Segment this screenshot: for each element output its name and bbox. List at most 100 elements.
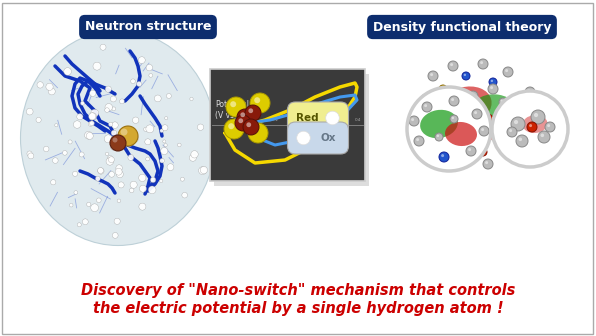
Circle shape bbox=[527, 89, 530, 92]
Circle shape bbox=[160, 129, 163, 133]
Ellipse shape bbox=[440, 86, 492, 126]
Circle shape bbox=[86, 202, 91, 207]
Circle shape bbox=[91, 109, 98, 117]
Circle shape bbox=[230, 101, 236, 107]
Circle shape bbox=[456, 130, 464, 138]
Circle shape bbox=[541, 133, 544, 137]
Circle shape bbox=[499, 98, 507, 106]
Circle shape bbox=[166, 93, 171, 98]
Circle shape bbox=[111, 130, 117, 136]
Circle shape bbox=[110, 135, 126, 151]
Circle shape bbox=[130, 181, 137, 188]
Circle shape bbox=[113, 137, 117, 142]
Circle shape bbox=[80, 101, 85, 105]
Circle shape bbox=[329, 114, 333, 118]
Circle shape bbox=[516, 135, 528, 147]
Circle shape bbox=[435, 133, 443, 141]
Circle shape bbox=[73, 121, 81, 128]
Circle shape bbox=[246, 122, 251, 127]
Circle shape bbox=[434, 115, 442, 123]
Circle shape bbox=[69, 203, 73, 207]
Circle shape bbox=[104, 135, 112, 143]
Circle shape bbox=[440, 87, 443, 89]
Circle shape bbox=[465, 121, 475, 131]
Circle shape bbox=[448, 61, 458, 71]
Circle shape bbox=[88, 121, 93, 126]
Circle shape bbox=[148, 186, 156, 194]
Circle shape bbox=[55, 124, 58, 127]
Circle shape bbox=[51, 180, 56, 185]
Circle shape bbox=[160, 158, 164, 163]
Circle shape bbox=[120, 99, 125, 104]
Circle shape bbox=[136, 81, 142, 86]
FancyBboxPatch shape bbox=[287, 122, 349, 154]
Circle shape bbox=[325, 111, 339, 125]
Circle shape bbox=[534, 113, 538, 117]
Circle shape bbox=[525, 133, 528, 136]
Circle shape bbox=[525, 87, 535, 97]
Circle shape bbox=[538, 131, 550, 143]
Text: Potential
(V vs SHE): Potential (V vs SHE) bbox=[215, 100, 254, 121]
Circle shape bbox=[224, 119, 244, 139]
Circle shape bbox=[77, 223, 81, 227]
Circle shape bbox=[250, 93, 270, 113]
Circle shape bbox=[93, 62, 101, 70]
Circle shape bbox=[491, 80, 493, 82]
Circle shape bbox=[474, 111, 477, 114]
Circle shape bbox=[511, 117, 525, 131]
Circle shape bbox=[190, 154, 196, 161]
Circle shape bbox=[458, 132, 460, 134]
Circle shape bbox=[483, 159, 493, 169]
Circle shape bbox=[118, 182, 124, 188]
Circle shape bbox=[108, 157, 114, 163]
Circle shape bbox=[530, 111, 533, 114]
Text: Density functional theory: Density functional theory bbox=[372, 20, 551, 34]
Circle shape bbox=[138, 57, 145, 64]
Circle shape bbox=[139, 185, 147, 192]
Circle shape bbox=[63, 151, 67, 155]
Circle shape bbox=[248, 123, 268, 143]
Circle shape bbox=[492, 91, 568, 167]
Circle shape bbox=[146, 125, 154, 133]
Circle shape bbox=[409, 116, 419, 126]
Text: -0.2: -0.2 bbox=[271, 118, 279, 122]
Circle shape bbox=[454, 140, 462, 148]
Circle shape bbox=[464, 74, 466, 76]
Circle shape bbox=[423, 96, 426, 99]
Circle shape bbox=[496, 138, 504, 146]
Circle shape bbox=[228, 123, 234, 129]
Circle shape bbox=[105, 108, 109, 113]
FancyBboxPatch shape bbox=[287, 102, 349, 134]
Circle shape bbox=[68, 140, 72, 144]
Circle shape bbox=[161, 148, 168, 155]
Ellipse shape bbox=[445, 122, 477, 146]
Circle shape bbox=[478, 59, 488, 69]
Circle shape bbox=[488, 84, 498, 94]
Circle shape bbox=[154, 95, 161, 102]
Circle shape bbox=[472, 109, 482, 119]
Circle shape bbox=[116, 171, 123, 178]
Circle shape bbox=[74, 191, 77, 195]
Ellipse shape bbox=[420, 110, 458, 138]
Circle shape bbox=[107, 156, 113, 161]
Circle shape bbox=[181, 177, 184, 181]
Circle shape bbox=[139, 174, 146, 181]
Circle shape bbox=[449, 96, 459, 106]
Circle shape bbox=[437, 135, 439, 137]
FancyBboxPatch shape bbox=[210, 69, 365, 181]
Circle shape bbox=[110, 145, 116, 150]
Circle shape bbox=[163, 140, 166, 143]
Circle shape bbox=[100, 44, 106, 50]
Circle shape bbox=[105, 103, 113, 111]
Circle shape bbox=[145, 139, 151, 145]
Circle shape bbox=[89, 90, 96, 96]
Circle shape bbox=[226, 97, 246, 117]
Circle shape bbox=[79, 152, 84, 157]
Circle shape bbox=[146, 65, 153, 71]
Circle shape bbox=[91, 204, 98, 212]
Circle shape bbox=[97, 198, 101, 203]
Text: Ox: Ox bbox=[321, 133, 336, 143]
Circle shape bbox=[547, 124, 550, 127]
Circle shape bbox=[545, 122, 555, 132]
Circle shape bbox=[120, 128, 128, 135]
